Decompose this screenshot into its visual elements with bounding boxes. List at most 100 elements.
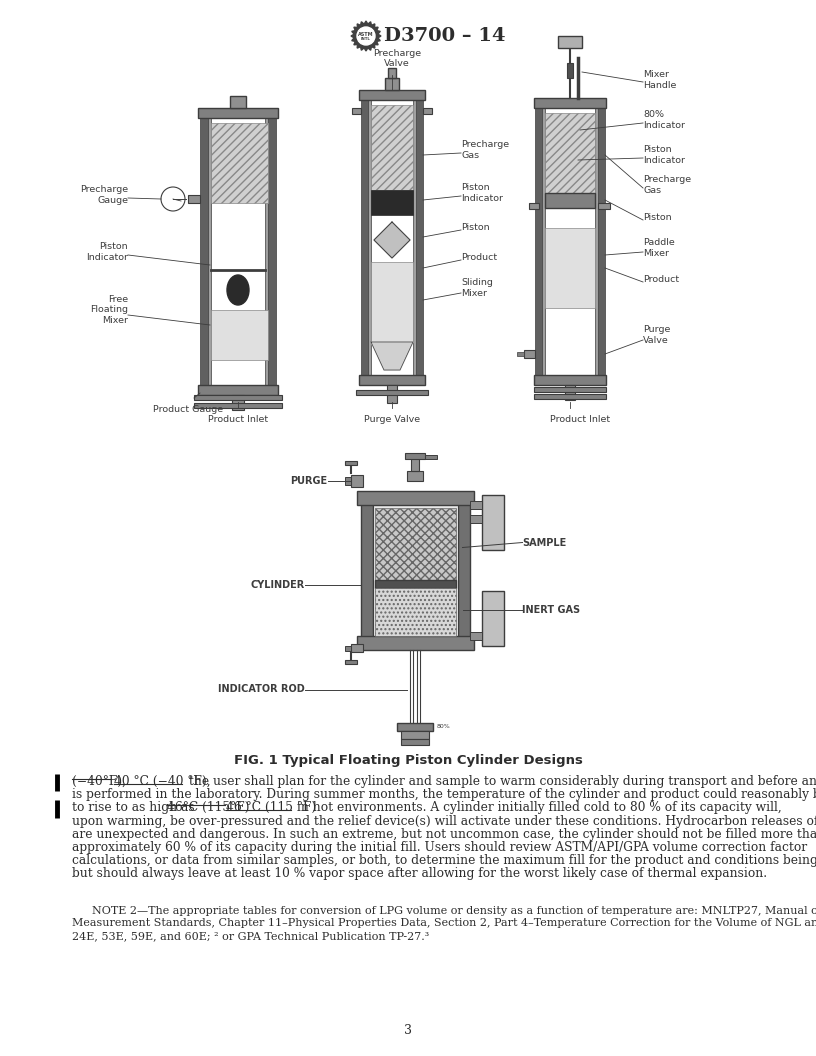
Text: upon warming, be over-pressured and the relief device(s) will activate under the: upon warming, be over-pressured and the …: [72, 814, 816, 828]
Bar: [595, 108, 598, 375]
Bar: [194, 403, 282, 408]
Text: Paddle
Mixer: Paddle Mixer: [643, 239, 675, 258]
Text: Purge
Valve: Purge Valve: [643, 325, 671, 344]
Ellipse shape: [227, 275, 249, 305]
Bar: [356, 390, 428, 395]
Text: Free
Floating
Mixer: Free Floating Mixer: [90, 295, 128, 325]
Bar: [558, 36, 582, 48]
Bar: [481, 590, 503, 645]
Bar: [401, 731, 429, 738]
Text: Measurement Standards, Chapter 11–Physical Properties Data, Section 2, Part 4–Te: Measurement Standards, Chapter 11–Physic…: [72, 919, 816, 928]
Polygon shape: [371, 342, 413, 370]
Bar: [405, 453, 425, 458]
Text: Precharge
Valve: Precharge Valve: [373, 49, 421, 68]
Bar: [411, 456, 419, 471]
Text: D3700 – 14: D3700 – 14: [384, 27, 505, 45]
Bar: [469, 501, 481, 509]
Bar: [359, 90, 425, 100]
Bar: [416, 100, 423, 385]
Text: (−40°F),: (−40°F),: [72, 775, 126, 788]
Bar: [344, 476, 351, 485]
Text: CYLINDER: CYLINDER: [251, 580, 304, 590]
Text: Product: Product: [643, 276, 679, 284]
Bar: [545, 113, 595, 193]
Bar: [351, 643, 362, 652]
Bar: [371, 105, 413, 190]
Bar: [565, 385, 575, 400]
Bar: [535, 108, 542, 375]
Bar: [371, 262, 413, 342]
Bar: [375, 588, 455, 636]
Text: Piston: Piston: [643, 213, 672, 223]
Bar: [211, 122, 268, 203]
Text: to rise to as high as: to rise to as high as: [72, 802, 198, 814]
Bar: [458, 492, 469, 647]
Text: 80%: 80%: [437, 724, 450, 729]
Text: INDICATOR ROD: INDICATOR ROD: [218, 684, 304, 695]
Bar: [208, 118, 211, 385]
Bar: [534, 394, 606, 399]
Bar: [352, 108, 361, 114]
Polygon shape: [374, 222, 410, 258]
Text: NOTE 2—The appropriate tables for conversion of LPG volume or density as a funct: NOTE 2—The appropriate tables for conver…: [92, 906, 816, 916]
Text: but should always leave at least 10 % vapor space after allowing for the worst l: but should always leave at least 10 % va…: [72, 867, 767, 881]
Text: Precharge
Gauge: Precharge Gauge: [80, 185, 128, 205]
Text: is performed in the laboratory. During summer months, the temperature of the cyl: is performed in the laboratory. During s…: [72, 788, 816, 802]
Bar: [372, 503, 458, 638]
Bar: [534, 375, 606, 385]
Bar: [598, 108, 605, 375]
Text: calculations, or data from similar samples, or both, to determine the maximum fi: calculations, or data from similar sampl…: [72, 854, 816, 867]
Bar: [357, 490, 473, 505]
Text: Purge Valve: Purge Valve: [364, 415, 420, 425]
Bar: [469, 631, 481, 640]
Bar: [268, 118, 276, 385]
Text: Sliding
Mixer: Sliding Mixer: [461, 279, 493, 298]
Bar: [344, 460, 357, 465]
Bar: [359, 375, 425, 385]
Text: 80%
Indicator: 80% Indicator: [643, 110, 685, 130]
Bar: [534, 98, 606, 108]
Text: are unexpected and dangerous. In such an extreme, but not uncommon case, the cyl: are unexpected and dangerous. In such an…: [72, 828, 816, 841]
Text: SAMPLE: SAMPLE: [522, 538, 567, 547]
Bar: [200, 118, 208, 385]
Text: Precharge
Gas: Precharge Gas: [461, 140, 509, 159]
Bar: [230, 96, 246, 108]
Bar: [198, 385, 278, 395]
Bar: [529, 203, 539, 209]
Text: 46 °C (115 °F): 46 °C (115 °F): [226, 802, 317, 814]
Bar: [534, 386, 606, 392]
Bar: [351, 474, 362, 487]
Bar: [232, 395, 244, 410]
Text: the user shall plan for the cylinder and sample to warm considerably during tran: the user shall plan for the cylinder and…: [185, 775, 816, 788]
Bar: [344, 645, 351, 650]
Text: 40 °C (−40 °F),: 40 °C (−40 °F),: [114, 775, 211, 788]
Bar: [401, 738, 429, 744]
Bar: [385, 78, 399, 90]
Bar: [397, 722, 433, 731]
Bar: [425, 454, 437, 458]
Text: Precharge
Gas: Precharge Gas: [643, 175, 691, 194]
Bar: [387, 385, 397, 403]
Bar: [598, 203, 610, 209]
Bar: [211, 310, 268, 360]
Circle shape: [357, 27, 375, 45]
Text: PURGE: PURGE: [290, 475, 327, 486]
Bar: [361, 492, 372, 647]
Bar: [517, 352, 524, 356]
Bar: [198, 108, 278, 118]
Bar: [388, 68, 396, 78]
Bar: [194, 395, 282, 400]
Bar: [469, 514, 481, 523]
Bar: [407, 471, 423, 480]
Text: 3: 3: [404, 1023, 412, 1037]
Text: Piston: Piston: [461, 224, 490, 232]
Bar: [481, 494, 503, 549]
Text: approximately 60 % of its capacity during the initial fill. Users should review : approximately 60 % of its capacity durin…: [72, 841, 807, 854]
Text: INTL: INTL: [361, 37, 371, 41]
Text: Product Inlet: Product Inlet: [550, 415, 610, 425]
Text: Product: Product: [461, 253, 497, 263]
Polygon shape: [351, 21, 381, 51]
Text: Product Inlet: Product Inlet: [208, 415, 268, 425]
Bar: [357, 636, 473, 649]
Text: ASTM: ASTM: [358, 32, 374, 37]
